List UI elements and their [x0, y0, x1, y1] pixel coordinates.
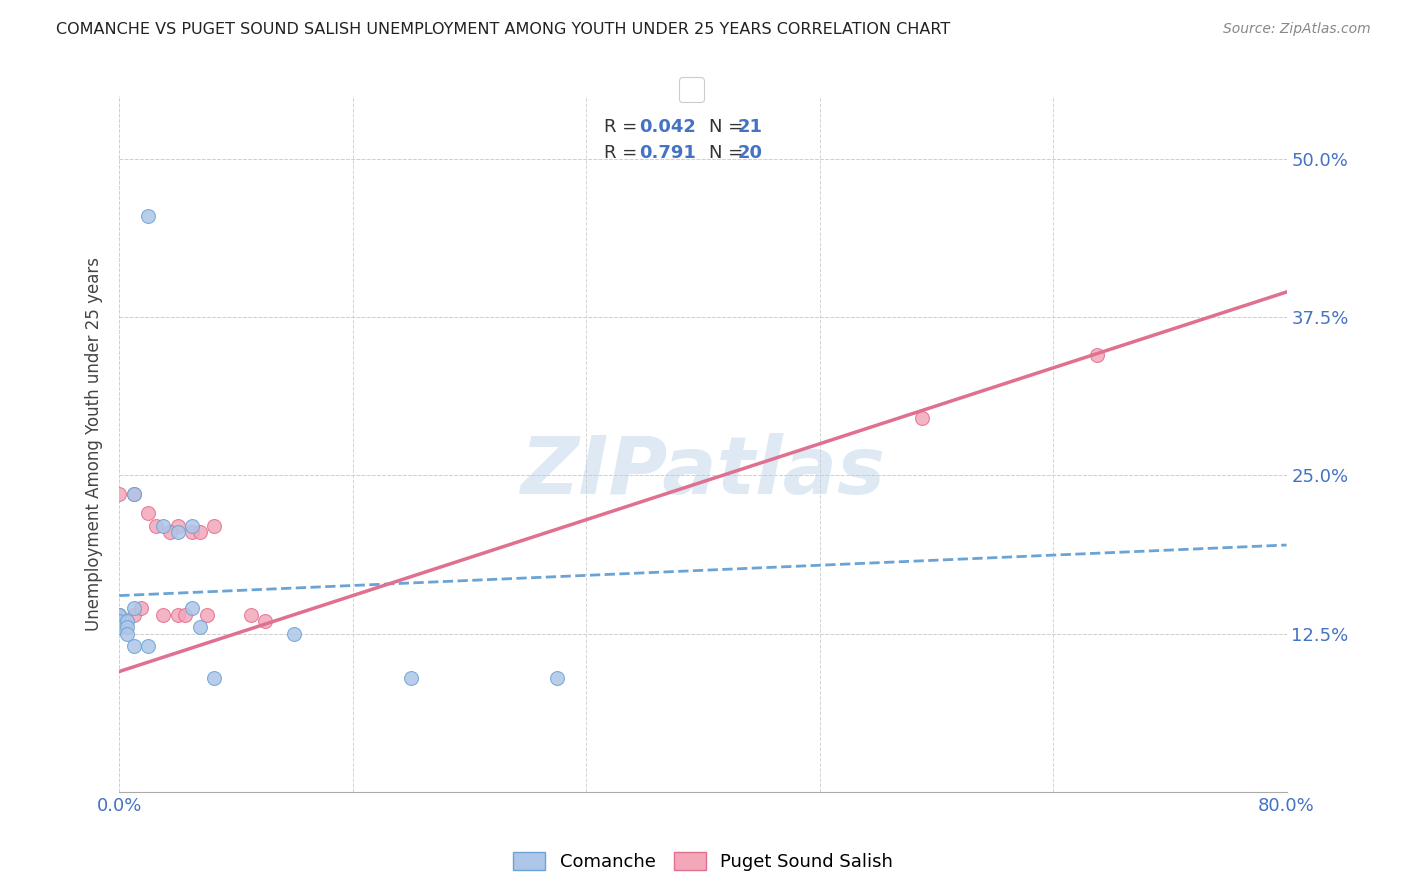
Point	[195, 607, 218, 622]
Point	[239, 607, 262, 622]
Text: N =: N =	[709, 144, 749, 162]
Text: ZIPatlas: ZIPatlas	[520, 433, 886, 510]
Point	[122, 639, 145, 653]
Point	[159, 525, 181, 540]
Text: 20: 20	[738, 144, 763, 162]
Text: R =: R =	[603, 119, 643, 136]
Point	[122, 487, 145, 501]
Point	[1085, 348, 1108, 362]
Text: 21: 21	[738, 119, 763, 136]
Point	[108, 607, 131, 622]
Y-axis label: Unemployment Among Youth under 25 years: Unemployment Among Youth under 25 years	[86, 257, 103, 631]
Point	[108, 620, 131, 634]
Point	[166, 519, 188, 533]
Point	[108, 607, 131, 622]
Legend: 	[679, 77, 704, 103]
Point	[108, 614, 131, 628]
Point	[138, 639, 160, 653]
Point	[188, 525, 211, 540]
Point	[202, 519, 225, 533]
Text: N =: N =	[709, 119, 749, 136]
Point	[254, 614, 277, 628]
Point	[202, 671, 225, 685]
Point	[399, 671, 422, 685]
Point	[911, 411, 934, 425]
Point	[122, 601, 145, 615]
Text: R =: R =	[603, 144, 643, 162]
Point	[108, 607, 131, 622]
Text: Source: ZipAtlas.com: Source: ZipAtlas.com	[1223, 22, 1371, 37]
Point	[166, 525, 188, 540]
Point	[138, 209, 160, 223]
Point	[138, 507, 160, 521]
Point	[188, 620, 211, 634]
Point	[122, 487, 145, 501]
Point	[181, 525, 204, 540]
Point	[129, 601, 152, 615]
Point	[181, 519, 204, 533]
Point	[166, 607, 188, 622]
Point	[546, 671, 568, 685]
Point	[283, 626, 305, 640]
Point	[145, 519, 167, 533]
Point	[122, 607, 145, 622]
Point	[115, 626, 138, 640]
Text: 0.791: 0.791	[638, 144, 696, 162]
Point	[115, 614, 138, 628]
Text: COMANCHE VS PUGET SOUND SALISH UNEMPLOYMENT AMONG YOUTH UNDER 25 YEARS CORRELATI: COMANCHE VS PUGET SOUND SALISH UNEMPLOYM…	[56, 22, 950, 37]
Point	[152, 607, 174, 622]
Point	[108, 487, 131, 501]
Text: 0.042: 0.042	[638, 119, 696, 136]
Point	[174, 607, 197, 622]
Point	[181, 601, 204, 615]
Legend: Comanche, Puget Sound Salish: Comanche, Puget Sound Salish	[505, 845, 901, 879]
Point	[115, 620, 138, 634]
Point	[152, 519, 174, 533]
